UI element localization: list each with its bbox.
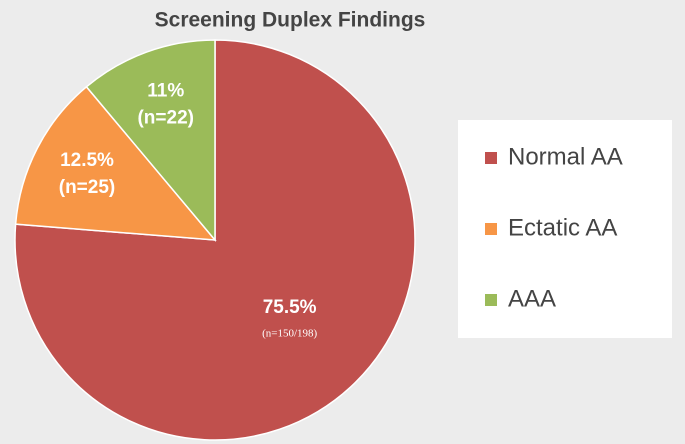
legend-label: Ectatic AA [508, 214, 617, 241]
count-label: (n=150/198) [262, 327, 317, 339]
legend-label: AAA [508, 285, 556, 312]
pie-slice [85, 39, 216, 243]
legend-swatch [485, 223, 497, 235]
legend-swatch [485, 294, 497, 306]
value-label: 12.5% [60, 150, 114, 171]
legend-swatch [485, 152, 497, 164]
count-label: (n=25) [59, 177, 116, 198]
value-label: 11% [147, 81, 184, 102]
chart-title: Screening Duplex Findings [155, 9, 426, 32]
pie-slice [14, 85, 217, 241]
legend-label: Normal AA [508, 143, 623, 170]
value-label: 75.5% [263, 297, 317, 318]
count-label: (n=22) [137, 108, 194, 129]
